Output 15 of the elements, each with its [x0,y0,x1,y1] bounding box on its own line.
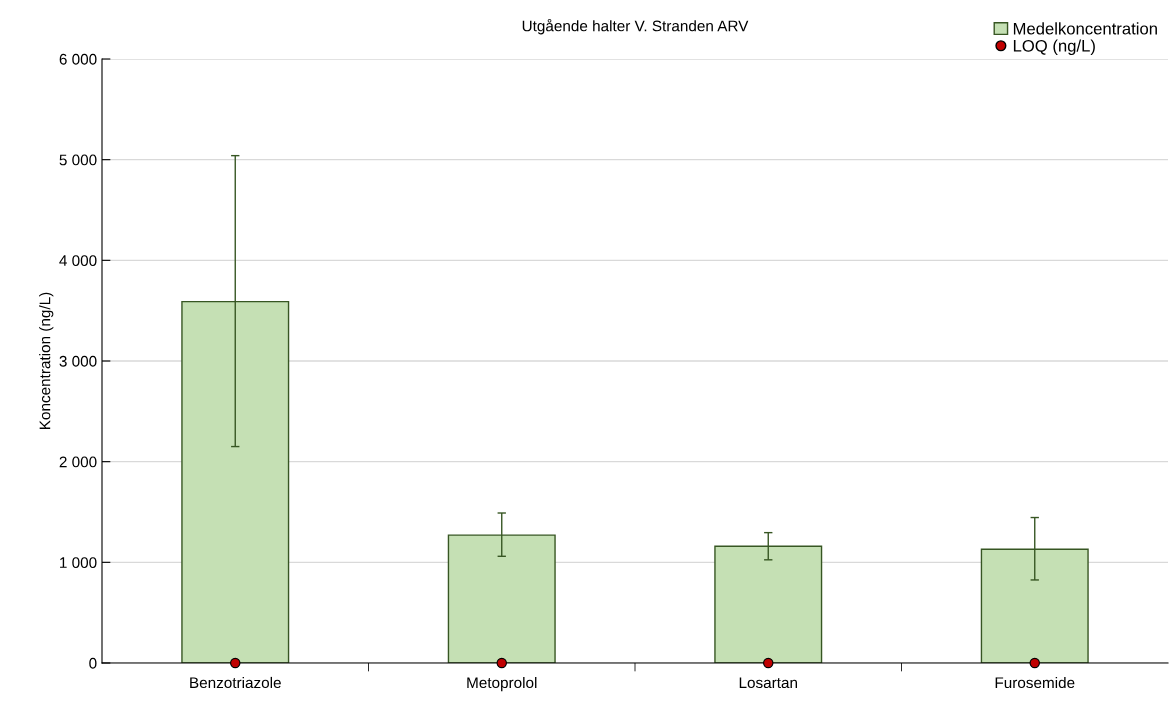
y-axis-title: Koncentration (ng/L) [39,292,54,429]
y-tick-label: 4 000 [59,255,97,267]
legend-label: Medelkoncentration [1013,22,1157,35]
y-tick-label: 6 000 [59,53,97,65]
chart-title: Utgående halter V. Stranden ARV [522,18,749,35]
y-tick-label: 2 000 [59,456,97,468]
y-tick-label: 0 [89,657,97,669]
x-tick-label: Losartan [739,677,797,689]
y-tick-label: 5 000 [59,154,97,166]
x-tick-label: Benzotriazole [190,676,281,689]
y-tick-label: 1 000 [60,557,97,569]
x-tick-label: Furosemide [995,676,1075,689]
legend-label: LOQ (ng/L) [1013,39,1095,56]
x-tick-label: Metoprolol [467,676,537,692]
y-tick-label: 3 000 [59,355,97,367]
